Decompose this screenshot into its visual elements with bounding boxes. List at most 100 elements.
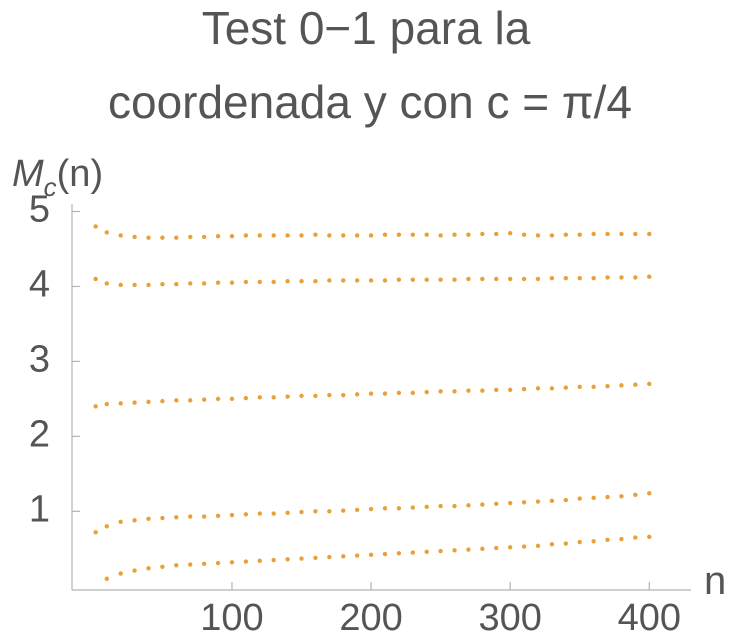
point xyxy=(507,276,513,282)
point xyxy=(396,277,402,282)
point xyxy=(647,491,652,496)
point xyxy=(104,401,109,407)
point xyxy=(341,392,346,398)
point xyxy=(521,276,527,282)
point xyxy=(577,496,582,501)
point xyxy=(104,281,109,286)
point xyxy=(619,536,624,542)
point xyxy=(605,383,610,389)
point xyxy=(647,381,652,387)
point xyxy=(633,535,638,540)
point xyxy=(104,230,109,235)
point xyxy=(215,280,221,285)
point xyxy=(438,548,443,554)
point xyxy=(104,576,109,581)
point xyxy=(257,279,262,285)
point xyxy=(174,563,179,568)
point xyxy=(535,543,541,548)
point xyxy=(327,509,332,514)
point xyxy=(424,389,429,395)
point xyxy=(285,279,290,284)
point xyxy=(577,384,582,390)
point xyxy=(535,499,541,504)
point xyxy=(382,278,388,283)
point xyxy=(619,383,624,388)
point xyxy=(313,393,318,399)
point xyxy=(452,232,457,237)
point xyxy=(382,506,388,511)
point xyxy=(368,278,374,283)
point xyxy=(563,232,569,237)
point xyxy=(605,494,610,500)
point xyxy=(257,558,262,563)
point xyxy=(647,534,652,539)
point xyxy=(591,539,596,544)
point xyxy=(591,384,596,390)
point xyxy=(633,231,638,237)
point xyxy=(563,385,569,390)
point xyxy=(591,231,596,237)
point xyxy=(285,233,290,238)
point xyxy=(633,382,638,387)
point xyxy=(243,233,249,238)
point xyxy=(535,386,541,391)
point xyxy=(494,387,499,393)
point xyxy=(354,278,360,283)
point xyxy=(410,232,415,237)
point xyxy=(535,233,541,238)
point xyxy=(410,505,415,510)
point xyxy=(257,395,262,400)
point xyxy=(188,234,193,240)
point xyxy=(257,511,262,516)
point xyxy=(494,231,499,237)
point xyxy=(229,396,235,402)
point xyxy=(285,394,290,399)
point xyxy=(619,231,624,237)
x-tick-label: 400 xyxy=(618,597,681,639)
point xyxy=(368,506,374,512)
point xyxy=(494,501,499,507)
point xyxy=(354,233,360,238)
point xyxy=(174,235,179,240)
point xyxy=(132,518,137,523)
point xyxy=(591,495,596,501)
point xyxy=(647,274,652,279)
point xyxy=(368,391,374,396)
point xyxy=(146,235,151,240)
point xyxy=(188,398,193,403)
point xyxy=(243,279,249,285)
point xyxy=(160,564,165,569)
point xyxy=(201,514,207,519)
point xyxy=(132,282,137,288)
point xyxy=(215,396,221,402)
point xyxy=(271,557,276,563)
point xyxy=(605,231,610,237)
point xyxy=(507,500,513,506)
point xyxy=(229,560,235,565)
point xyxy=(382,551,388,557)
point xyxy=(201,234,207,240)
point xyxy=(507,545,513,550)
point xyxy=(452,503,457,509)
point xyxy=(341,554,346,559)
point xyxy=(466,276,471,282)
point xyxy=(591,276,596,281)
x-tick-label: 100 xyxy=(200,597,263,639)
point xyxy=(132,234,137,240)
point xyxy=(382,232,388,237)
point xyxy=(549,276,555,281)
point xyxy=(452,389,457,394)
point xyxy=(243,559,249,564)
chart-title: Test 0−1 para la xyxy=(202,2,531,54)
point xyxy=(341,278,346,283)
point xyxy=(424,277,429,282)
point xyxy=(507,231,513,236)
point xyxy=(410,390,415,396)
point xyxy=(285,557,290,562)
point xyxy=(285,510,290,515)
point xyxy=(146,282,151,288)
point xyxy=(188,514,193,519)
x-axis-label: n xyxy=(704,559,726,603)
point xyxy=(410,550,415,555)
point xyxy=(243,395,249,401)
